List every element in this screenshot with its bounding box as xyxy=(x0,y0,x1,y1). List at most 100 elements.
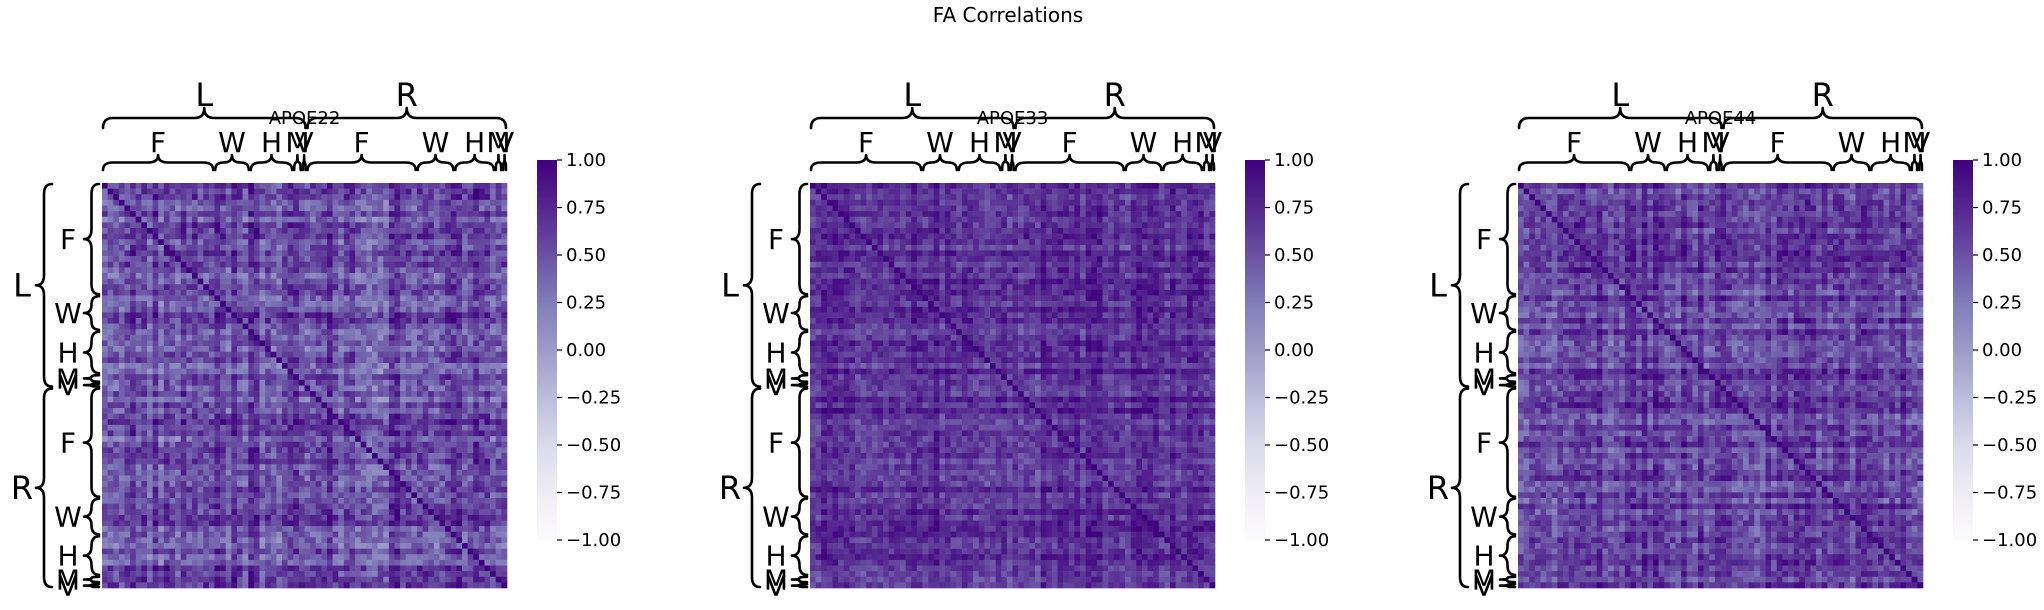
heatmap-cell xyxy=(394,340,401,347)
heatmap-cell xyxy=(265,475,272,482)
heatmap-cell xyxy=(220,385,227,392)
heatmap-cell xyxy=(225,233,232,240)
heatmap-cell xyxy=(349,385,356,392)
heatmap-cell xyxy=(180,486,187,493)
heatmap-cell xyxy=(417,486,423,493)
heatmap-cell xyxy=(327,419,333,426)
heatmap-cell xyxy=(208,188,215,195)
heatmap-cell xyxy=(152,346,159,353)
heatmap-cell xyxy=(141,469,148,476)
heatmap-cell xyxy=(124,256,131,263)
heatmap-cell xyxy=(107,306,114,313)
heatmap-cell xyxy=(332,261,339,268)
heatmap-cell xyxy=(158,408,165,414)
heatmap-cell xyxy=(214,312,221,319)
heatmap-cell xyxy=(355,346,362,353)
heatmap-cell xyxy=(422,239,429,246)
heatmap-cell xyxy=(411,273,418,279)
heatmap-cell xyxy=(113,323,120,330)
heatmap-cell xyxy=(495,486,502,493)
heatmap-cell xyxy=(332,559,339,566)
heatmap-cell xyxy=(231,363,238,369)
heatmap-cell xyxy=(377,559,384,566)
heatmap-cell xyxy=(310,205,317,212)
heatmap-cell xyxy=(287,419,294,426)
heatmap-cell xyxy=(383,205,390,212)
heatmap-cell xyxy=(478,419,485,426)
heatmap-cell xyxy=(203,295,210,302)
heatmap-cell xyxy=(197,194,204,201)
heatmap-cell xyxy=(445,250,452,257)
heatmap-cell xyxy=(478,216,485,223)
heatmap-cell xyxy=(462,295,468,302)
heatmap-cell xyxy=(383,261,390,268)
heatmap-cell xyxy=(107,273,114,279)
heatmap-cell xyxy=(428,565,435,572)
heatmap-cell xyxy=(417,385,423,392)
heatmap-cell xyxy=(332,475,339,482)
heatmap-cell xyxy=(501,233,508,240)
heatmap-cell xyxy=(225,312,232,319)
heatmap-cell xyxy=(298,475,305,482)
heatmap-cell xyxy=(372,503,378,510)
heatmap-cell xyxy=(270,261,277,268)
heatmap-cell xyxy=(343,379,350,386)
heatmap-cell xyxy=(377,211,384,218)
heatmap-cell xyxy=(377,194,384,201)
heatmap-cell xyxy=(242,424,249,431)
heatmap-cell xyxy=(417,278,423,285)
heatmap-cell xyxy=(355,334,362,341)
heatmap-cell xyxy=(225,537,232,544)
heatmap-cell xyxy=(332,323,339,330)
heatmap-cell xyxy=(214,233,221,240)
heatmap-cell xyxy=(315,537,322,544)
heatmap-cell xyxy=(394,408,401,414)
heatmap-cell xyxy=(321,222,328,229)
heatmap-cell xyxy=(282,323,288,330)
heatmap-cell xyxy=(377,436,384,443)
heatmap-cell xyxy=(135,346,142,353)
heatmap-cell xyxy=(394,261,401,268)
heatmap-cell xyxy=(327,188,333,195)
heatmap-cell xyxy=(338,413,345,420)
heatmap-cell xyxy=(124,363,131,369)
heatmap-cell xyxy=(490,267,497,274)
heatmap-cell xyxy=(287,520,294,527)
heatmap-cell xyxy=(130,469,137,476)
heatmap-cell xyxy=(265,363,272,369)
heatmap-cell xyxy=(169,340,176,347)
heatmap-cell xyxy=(214,554,221,561)
heatmap-cell xyxy=(118,441,125,448)
heatmap-cell xyxy=(467,396,474,403)
heatmap-cell xyxy=(343,289,350,296)
heatmap-cell xyxy=(304,531,311,538)
heatmap-cell xyxy=(411,239,418,246)
heatmap-cell xyxy=(152,571,159,578)
heatmap-cell xyxy=(377,402,384,409)
heatmap-cell xyxy=(259,334,266,341)
heatmap-cell xyxy=(242,475,249,482)
heatmap-cell xyxy=(450,273,457,279)
heatmap-cell xyxy=(310,368,317,375)
heatmap-cell xyxy=(147,514,153,521)
heatmap-cell xyxy=(349,216,356,223)
heatmap-cell xyxy=(298,205,305,212)
heatmap-cell xyxy=(287,543,294,549)
heatmap-cell xyxy=(135,183,142,189)
heatmap-cell xyxy=(237,363,243,369)
heatmap-cell xyxy=(355,306,362,313)
heatmap-cell xyxy=(208,424,215,431)
heatmap-cell xyxy=(141,565,148,572)
heatmap-cell xyxy=(388,267,395,274)
heatmap-cell xyxy=(186,211,193,218)
heatmap-cell xyxy=(304,244,311,251)
heatmap-cell xyxy=(445,205,452,212)
heatmap-cell xyxy=(293,498,300,504)
heatmap-cell xyxy=(388,486,395,493)
heatmap-cell xyxy=(366,205,373,212)
heatmap-cell xyxy=(450,250,457,257)
heatmap-cell xyxy=(478,273,485,279)
heatmap-cell xyxy=(141,537,148,544)
heatmap-cell xyxy=(237,228,243,234)
heatmap-cell xyxy=(180,413,187,420)
